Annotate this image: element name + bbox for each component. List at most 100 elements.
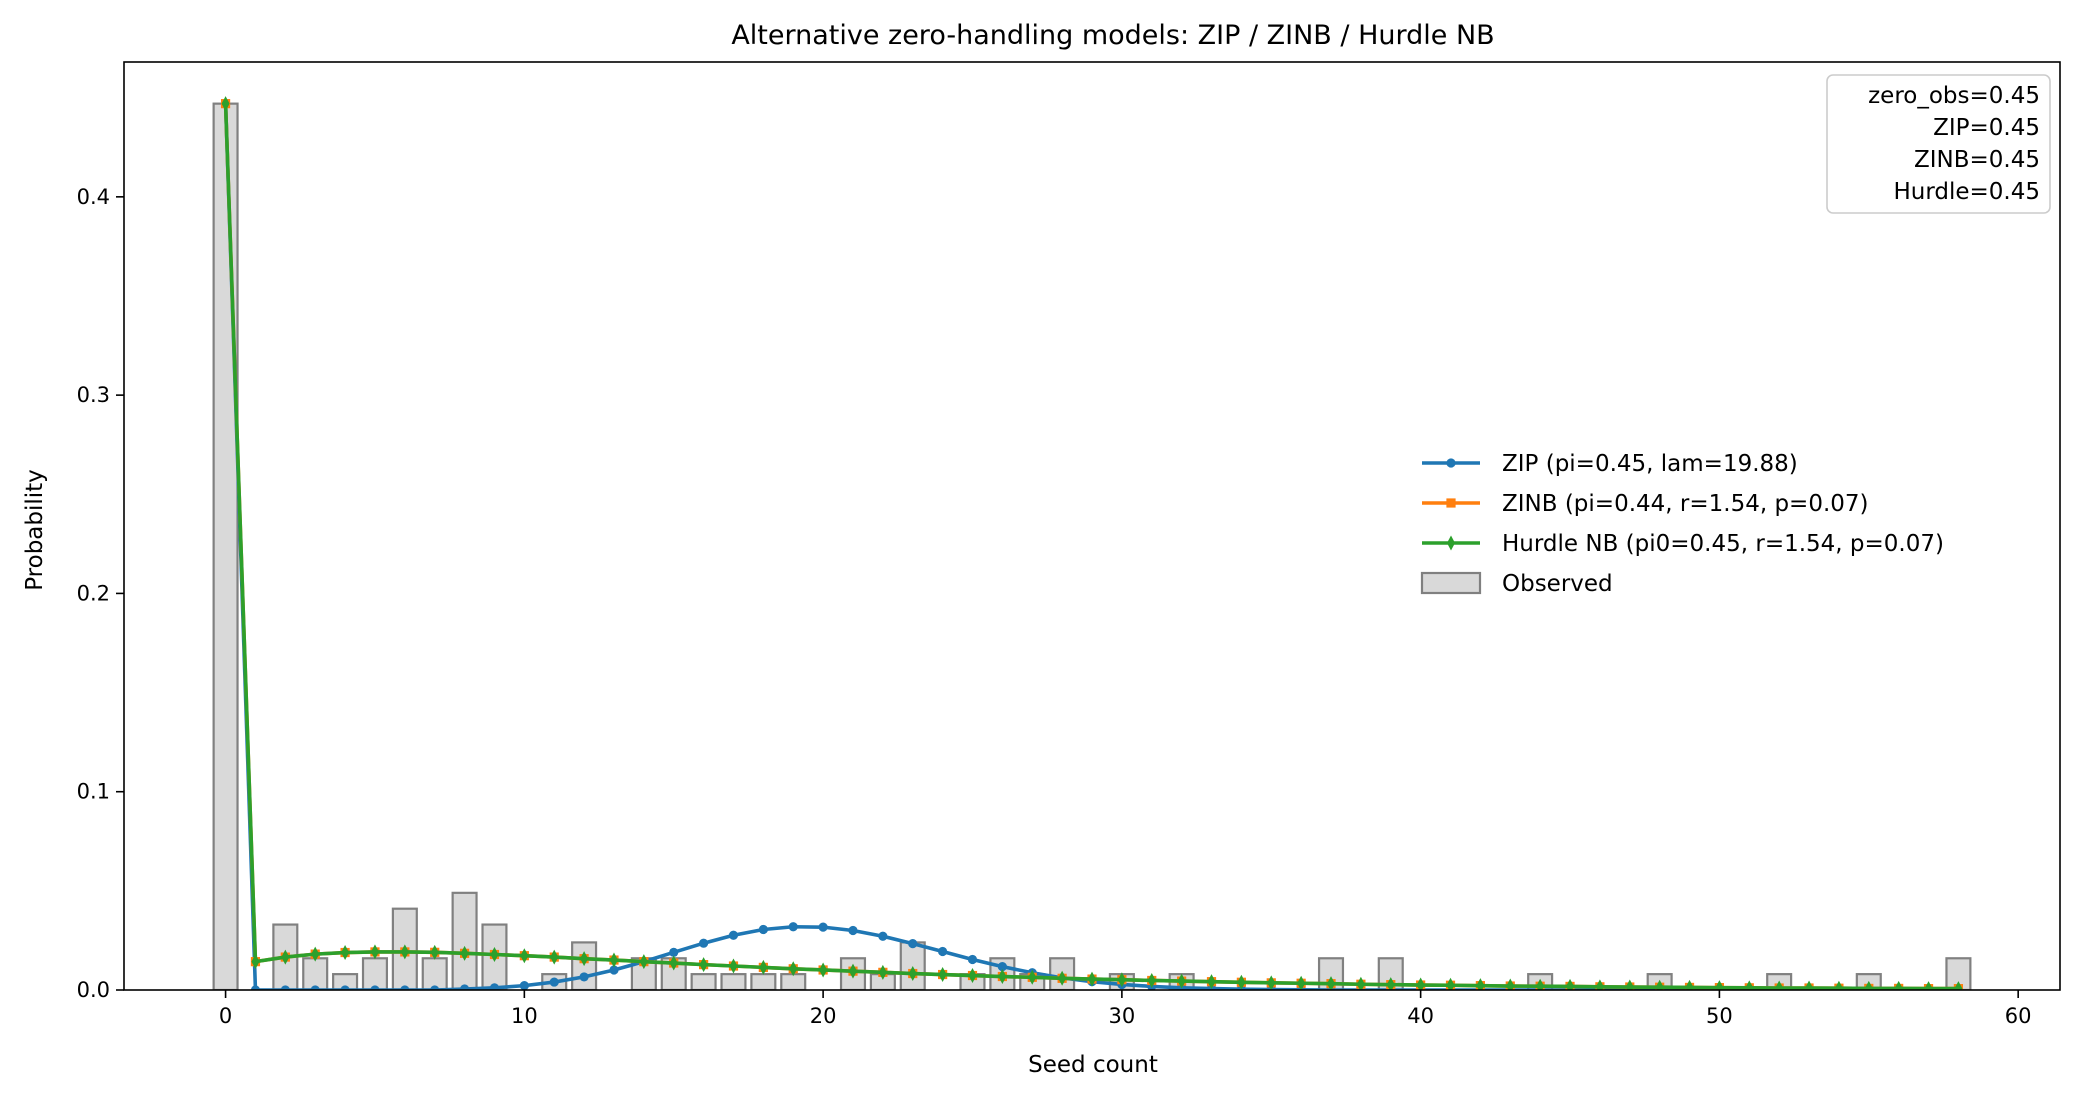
series-point — [1685, 979, 1694, 990]
observed-bar — [212, 102, 239, 990]
series-point — [400, 944, 409, 960]
series-point — [1447, 535, 1455, 551]
observed-bar — [451, 891, 478, 990]
y-tick-label: 0.2 — [77, 581, 110, 605]
series-point — [459, 984, 470, 990]
series-3 — [221, 96, 1963, 990]
y-tick-label: 0.1 — [77, 780, 110, 804]
series-point — [669, 947, 679, 957]
series-point — [1058, 970, 1067, 986]
series-point — [878, 931, 888, 941]
legend-label: Hurdle NB (pi0=0.45, r=1.54, p=0.07) — [1502, 531, 1944, 557]
x-tick-label: 10 — [511, 1004, 538, 1028]
series-point — [968, 968, 977, 984]
series-point — [1386, 977, 1395, 990]
observed-bar — [690, 973, 717, 990]
series-point — [1506, 978, 1515, 990]
observed-bar — [361, 957, 389, 990]
series-point — [340, 985, 350, 990]
x-axis: 0 10 20 30 40 50 60 — [219, 990, 2032, 1028]
series-point — [579, 972, 589, 982]
series-point — [1327, 976, 1336, 990]
series-point — [490, 947, 499, 963]
series-point — [1177, 973, 1186, 989]
x-tick-label: 40 — [1407, 1004, 1434, 1028]
series-point — [728, 930, 739, 940]
series-point — [1566, 978, 1575, 990]
series-point — [848, 925, 858, 936]
series-point — [669, 955, 678, 971]
series-point — [819, 962, 828, 978]
series-point — [519, 981, 529, 990]
stats-line: Hurdle=0.45 — [1893, 179, 2040, 205]
observed-bar — [750, 973, 777, 990]
series-point — [1894, 980, 1903, 990]
series-point — [580, 951, 589, 967]
series-point — [311, 946, 320, 962]
series-point — [1356, 976, 1365, 990]
series-point — [1775, 980, 1784, 990]
legend-swatch — [1420, 571, 1482, 595]
series-point — [1028, 969, 1037, 985]
series-point — [699, 957, 708, 973]
series-point — [280, 985, 290, 990]
series-point — [549, 977, 559, 987]
series-point — [699, 938, 709, 948]
stats-line: ZIP=0.45 — [1933, 115, 2040, 141]
series-point — [1088, 971, 1096, 987]
series-point — [1715, 980, 1724, 990]
series-point — [1805, 980, 1814, 990]
y-tick-label: 0.3 — [77, 383, 110, 407]
series-point — [1476, 978, 1485, 990]
x-axis-label: Seed count — [1028, 1052, 1158, 1078]
series-point — [758, 924, 768, 935]
series-point — [489, 983, 500, 990]
x-tick-label: 20 — [810, 1004, 837, 1028]
series-point — [789, 961, 798, 977]
series-point — [878, 964, 887, 980]
legend-item: Observed — [1420, 571, 1613, 597]
series-point — [1864, 980, 1873, 990]
series-point — [281, 949, 290, 965]
plot-area — [123, 61, 2061, 991]
series-point — [251, 954, 260, 970]
observed-bar — [720, 973, 747, 990]
series-point — [1834, 980, 1843, 990]
legend-label: ZINB (pi=0.44, r=1.54, p=0.07) — [1502, 491, 1869, 517]
series-point — [1536, 978, 1545, 990]
series-point — [848, 963, 857, 979]
series-point — [1595, 979, 1604, 990]
series-point — [1446, 498, 1456, 508]
series-point — [430, 944, 439, 960]
series-point — [1625, 979, 1634, 990]
series-point — [639, 954, 648, 970]
series-point — [759, 959, 768, 975]
observed-bar — [302, 957, 329, 990]
observed-bar — [780, 973, 807, 990]
series-point — [1655, 979, 1664, 990]
series-point — [908, 939, 918, 949]
series-point — [310, 985, 320, 990]
series-point — [460, 945, 469, 961]
legend: ZIP (pi=0.45, lam=19.88) ZINB (pi=0.44, r… — [1420, 451, 1944, 597]
stats-line: ZINB=0.45 — [1914, 147, 2040, 173]
series-point — [370, 985, 380, 990]
series-point — [1446, 977, 1455, 990]
series-point — [430, 985, 440, 990]
series-point — [370, 944, 379, 960]
series-point — [341, 945, 350, 961]
series-point — [1147, 972, 1156, 988]
x-tick-label: 50 — [1706, 1004, 1733, 1028]
series-point — [908, 966, 917, 982]
series-point — [1237, 974, 1246, 990]
y-axis: 0.0 0.1 0.2 0.3 0.4 — [77, 185, 124, 1002]
series-point — [609, 965, 619, 975]
series-point — [1117, 972, 1126, 988]
series-point — [1297, 975, 1306, 990]
legend-label: ZIP (pi=0.45, lam=19.88) — [1502, 451, 1798, 477]
x-tick-label: 30 — [1109, 1004, 1136, 1028]
plot-frame — [123, 61, 2061, 991]
series-point — [1446, 458, 1456, 468]
stats-line: zero_obs=0.45 — [1868, 83, 2040, 109]
